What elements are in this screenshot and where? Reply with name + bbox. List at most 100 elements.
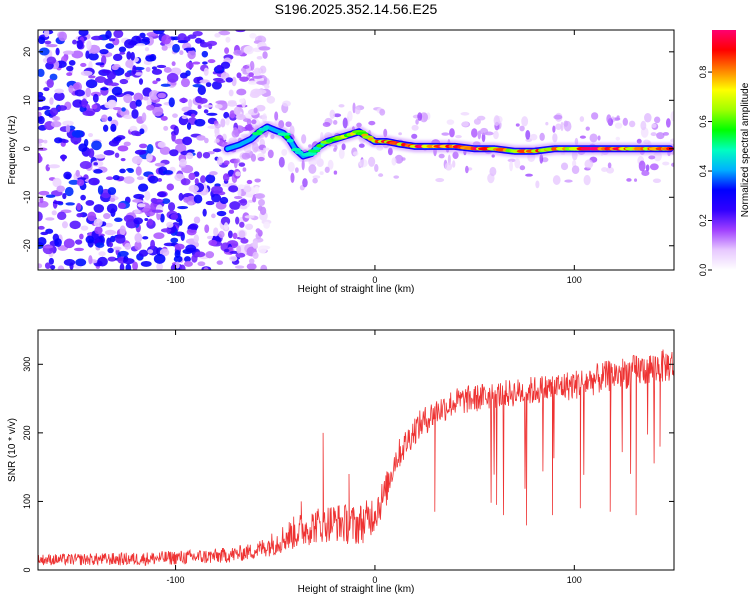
noise-blob — [324, 166, 330, 173]
noise-blob — [145, 55, 155, 62]
noise-blob — [446, 119, 455, 125]
spectrogram-x-tick-label: 100 — [567, 275, 582, 285]
noise-blob — [525, 173, 533, 177]
noise-blob — [49, 97, 54, 105]
noise-blob — [665, 118, 671, 128]
noise-blob — [322, 122, 331, 127]
noise-blob — [460, 112, 470, 116]
noise-blob — [329, 109, 336, 119]
noise-blob — [579, 116, 585, 122]
noise-blob — [163, 125, 169, 131]
noise-blob — [123, 141, 131, 147]
noise-blob — [242, 65, 250, 69]
noise-blob — [146, 143, 154, 154]
figure-title: S196.2025.352.14.56.E25 — [275, 1, 438, 17]
noise-blob — [249, 60, 255, 71]
noise-blob — [208, 43, 213, 50]
noise-blob — [640, 120, 647, 131]
noise-blob — [601, 167, 608, 172]
noise-blob — [212, 148, 222, 153]
noise-blob — [290, 172, 295, 184]
noise-blob — [108, 140, 120, 147]
noise-blob — [188, 98, 193, 109]
noise-blob — [552, 175, 561, 186]
noise-blob — [243, 45, 255, 55]
noise-blob — [159, 248, 170, 257]
noise-blob — [156, 191, 167, 198]
track-segment — [305, 151, 318, 156]
noise-blob — [148, 90, 160, 100]
noise-blob — [145, 67, 151, 72]
noise-blob — [150, 239, 156, 250]
noise-blob — [235, 30, 246, 33]
noise-blob — [198, 97, 208, 104]
noise-blob — [95, 62, 105, 66]
noise-blob — [144, 190, 151, 201]
noise-blob — [256, 56, 263, 60]
noise-blob — [197, 85, 206, 96]
noise-blob — [244, 215, 255, 219]
noise-blob — [125, 59, 134, 68]
noise-blob — [109, 197, 116, 203]
noise-blob — [125, 263, 132, 270]
noise-blob — [465, 165, 469, 174]
noise-blob — [61, 154, 66, 162]
noise-blob — [88, 75, 96, 79]
noise-blob — [597, 135, 601, 141]
snr-y-tick-label: 300 — [22, 357, 32, 372]
noise-blob — [233, 49, 243, 56]
noise-blob — [564, 179, 573, 183]
noise-blob — [203, 109, 209, 114]
noise-blob — [179, 264, 186, 270]
spectrogram-x-tick-label: -100 — [167, 275, 185, 285]
noise-blob — [489, 166, 497, 177]
noise-blob — [98, 251, 106, 257]
noise-blob — [374, 164, 379, 173]
noise-blob — [634, 178, 638, 182]
noise-blob — [157, 178, 163, 182]
noise-blob — [133, 209, 141, 214]
noise-blob — [651, 123, 657, 129]
noise-blob — [114, 217, 123, 222]
noise-blob — [49, 265, 56, 270]
noise-blob — [75, 169, 80, 177]
noise-blob — [43, 139, 48, 144]
noise-blob — [491, 154, 495, 158]
noise-blob — [122, 258, 135, 265]
noise-blob — [208, 239, 218, 246]
track-segment — [277, 132, 291, 137]
track-segment — [307, 149, 321, 153]
noise-blob — [220, 216, 231, 226]
spectrogram-y-tick-label: -20 — [22, 239, 32, 252]
noise-blob — [108, 38, 116, 42]
noise-blob — [205, 82, 212, 88]
noise-blob — [76, 179, 85, 187]
noise-blob — [161, 45, 168, 51]
noise-blob — [248, 258, 255, 264]
noise-blob — [441, 132, 450, 136]
noise-blob — [123, 114, 134, 120]
noise-blob — [45, 194, 56, 198]
noise-blob — [58, 31, 67, 42]
noise-blob — [572, 160, 577, 168]
noise-blob — [173, 125, 179, 136]
noise-blob — [80, 62, 87, 68]
noise-blob — [196, 151, 203, 159]
noise-blob — [123, 176, 135, 184]
colorbar-tick-label: 0.2 — [698, 214, 708, 227]
noise-blob — [312, 175, 321, 179]
noise-blob — [183, 47, 196, 52]
track-segment — [294, 150, 304, 155]
noise-blob — [237, 187, 242, 198]
noise-blob — [39, 47, 50, 56]
colorbar-tick-label: 0.8 — [698, 66, 708, 79]
snr-line — [38, 349, 674, 567]
noise-blob — [107, 247, 114, 254]
noise-blob — [57, 105, 68, 111]
noise-blob — [244, 124, 255, 131]
noise-blob — [43, 87, 50, 92]
noise-blob — [308, 164, 317, 174]
noise-blob — [38, 263, 43, 269]
